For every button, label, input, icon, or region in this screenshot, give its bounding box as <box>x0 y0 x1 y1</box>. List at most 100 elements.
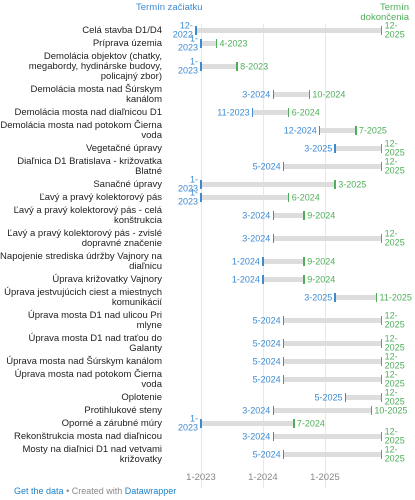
row-label: Protihlukové steny <box>84 404 162 416</box>
end-marker <box>303 257 305 266</box>
end-marker <box>380 316 383 325</box>
start-label: 12-2022 <box>172 20 193 40</box>
start-marker <box>318 126 321 135</box>
end-marker <box>303 211 305 220</box>
end-label: 6-2024 <box>291 191 320 202</box>
end-marker <box>370 406 373 415</box>
row-label: Úprava jestvujúcich ciest a miestnych ko… <box>4 286 162 308</box>
get-data-link[interactable]: Get the data <box>14 486 64 496</box>
row: Ľavý a pravý kolektorový pás - zvislé do… <box>0 227 415 250</box>
range-bar <box>200 64 238 69</box>
end-label: 12-2025 <box>384 228 405 248</box>
range-bar <box>273 213 305 218</box>
row: Oporné a zárubné múry 1-2023 7-2024 <box>0 413 415 433</box>
row-plot: 3-2024 12-2025 <box>170 227 415 250</box>
start-label: 1-2023 <box>177 413 198 433</box>
row-plot: 1-2023 3-2025 <box>170 174 415 194</box>
row-plot: 3-2024 10-2025 <box>170 404 415 417</box>
range-bar <box>319 128 356 133</box>
range-bar <box>195 28 382 33</box>
row-label: Úprava mosta nad potokom Čierna voda <box>14 368 162 390</box>
start-label: 5-2024 <box>252 314 281 325</box>
start-marker <box>200 193 202 202</box>
range-bar <box>283 452 382 457</box>
start-marker <box>282 316 285 325</box>
grid-line <box>262 24 264 488</box>
end-label: 11-2025 <box>379 291 412 302</box>
end-label: 10-2024 <box>312 88 346 99</box>
row: Mosty na diaľnici D1 nad vetvami križova… <box>0 443 415 466</box>
row: Celá stavba D1/D4 12-2022 12-2025 <box>0 20 415 40</box>
start-label: 3-2024 <box>242 404 271 415</box>
end-marker <box>380 144 383 153</box>
end-marker <box>380 339 383 348</box>
row-plot: 12-2024 7-2025 <box>170 119 415 142</box>
end-label: 4-2023 <box>219 37 248 48</box>
range-bar <box>283 359 382 364</box>
row-label: Mosty na diaľnici D1 nad vetvami križova… <box>22 443 162 465</box>
end-marker <box>380 393 383 402</box>
end-marker <box>215 39 218 48</box>
start-marker <box>272 406 274 415</box>
end-marker <box>236 62 238 71</box>
row-plot: 1-2023 6-2024 <box>170 187 415 206</box>
row-label: Demolácia mosta nad Šúrskym kanálom <box>30 83 162 105</box>
row-plot: 3-2024 10-2024 <box>170 83 415 106</box>
legend-end: Termín dokončenia <box>360 2 409 23</box>
row: Diaľnica D1 Bratislava - križovatka Blat… <box>0 155 415 178</box>
end-label: 12-2025 <box>384 156 405 176</box>
start-marker <box>272 234 274 243</box>
start-marker <box>262 275 264 284</box>
row-plot: 5-2024 12-2025 <box>170 443 415 466</box>
start-label: 5-2024 <box>252 337 281 348</box>
start-label: 1-2023 <box>177 174 198 194</box>
start-label: 5-2024 <box>252 373 281 384</box>
end-label: 12-2025 <box>384 138 405 158</box>
start-marker <box>334 144 336 153</box>
row-plot: 3-2025 12-2025 <box>170 138 415 158</box>
end-label: 12-2025 <box>384 20 405 40</box>
row-label: Diaľnica D1 Bratislava - križovatka Blat… <box>17 155 162 177</box>
row-label: Úprava mosta D1 nad ulicou Pri mlyne <box>27 309 162 331</box>
row: Ľavý a pravý kolektorový pás - celá konš… <box>0 204 415 227</box>
row-label: Oporné a zárubné múry <box>61 417 162 429</box>
start-marker <box>272 90 274 99</box>
row-label: Rekonštrukcia mosta nad diaľnicou <box>14 430 162 442</box>
row-label: Sanačné úpravy <box>93 178 162 190</box>
row-label: Ľavý a pravý kolektorový pás - celá konš… <box>13 204 162 226</box>
row-label: Úprava mosta D1 nad traťou do Galanty <box>28 332 162 354</box>
row-label: Napojenie strediska údržby Vajnory na di… <box>0 250 162 272</box>
tool-link[interactable]: Datawrapper <box>124 486 177 496</box>
row-label: Demolácia objektov (chatky, megabordy, h… <box>28 50 162 82</box>
range-bar <box>273 236 382 241</box>
row: Úprava mosta D1 nad ulicou Pri mlyne 5-20… <box>0 309 415 332</box>
start-label: 5-2024 <box>252 448 281 459</box>
end-label: 10-2025 <box>374 404 408 415</box>
row-label: Príprava územia <box>92 37 162 49</box>
start-marker <box>282 357 285 366</box>
end-label: 12-2025 <box>384 444 405 464</box>
start-label: 11-2023 <box>217 106 250 117</box>
range-bar <box>283 341 382 346</box>
row: Demolácia mosta nad Šúrskym kanálom 3-202… <box>0 83 415 106</box>
row: Úprava jestvujúcich ciest a miestnych ko… <box>0 286 415 309</box>
range-bar <box>200 195 289 200</box>
row-plot: 5-2024 12-2025 <box>170 332 415 355</box>
row: Demolácia mosta nad diaľnicou D1 11-2023 6… <box>0 106 415 119</box>
row-plot: 11-2023 6-2024 <box>170 106 415 119</box>
start-label: 3-2024 <box>242 232 271 243</box>
row-label: Vegetačné úpravy <box>85 142 162 154</box>
start-marker <box>200 419 202 428</box>
start-label: 1-2024 <box>231 255 260 266</box>
row-label: Ľavý a pravý kolektorový pás <box>39 191 162 203</box>
range-bar <box>283 164 382 169</box>
end-label: 7-2025 <box>358 124 387 135</box>
range-bar <box>283 377 382 382</box>
end-label: 8-2023 <box>240 60 269 71</box>
row: Protihlukové steny 3-2024 10-2025 <box>0 404 415 417</box>
end-label: 7-2024 <box>296 417 325 428</box>
start-label: 5-2024 <box>252 355 281 366</box>
end-marker <box>380 357 383 366</box>
end-marker <box>380 26 383 35</box>
